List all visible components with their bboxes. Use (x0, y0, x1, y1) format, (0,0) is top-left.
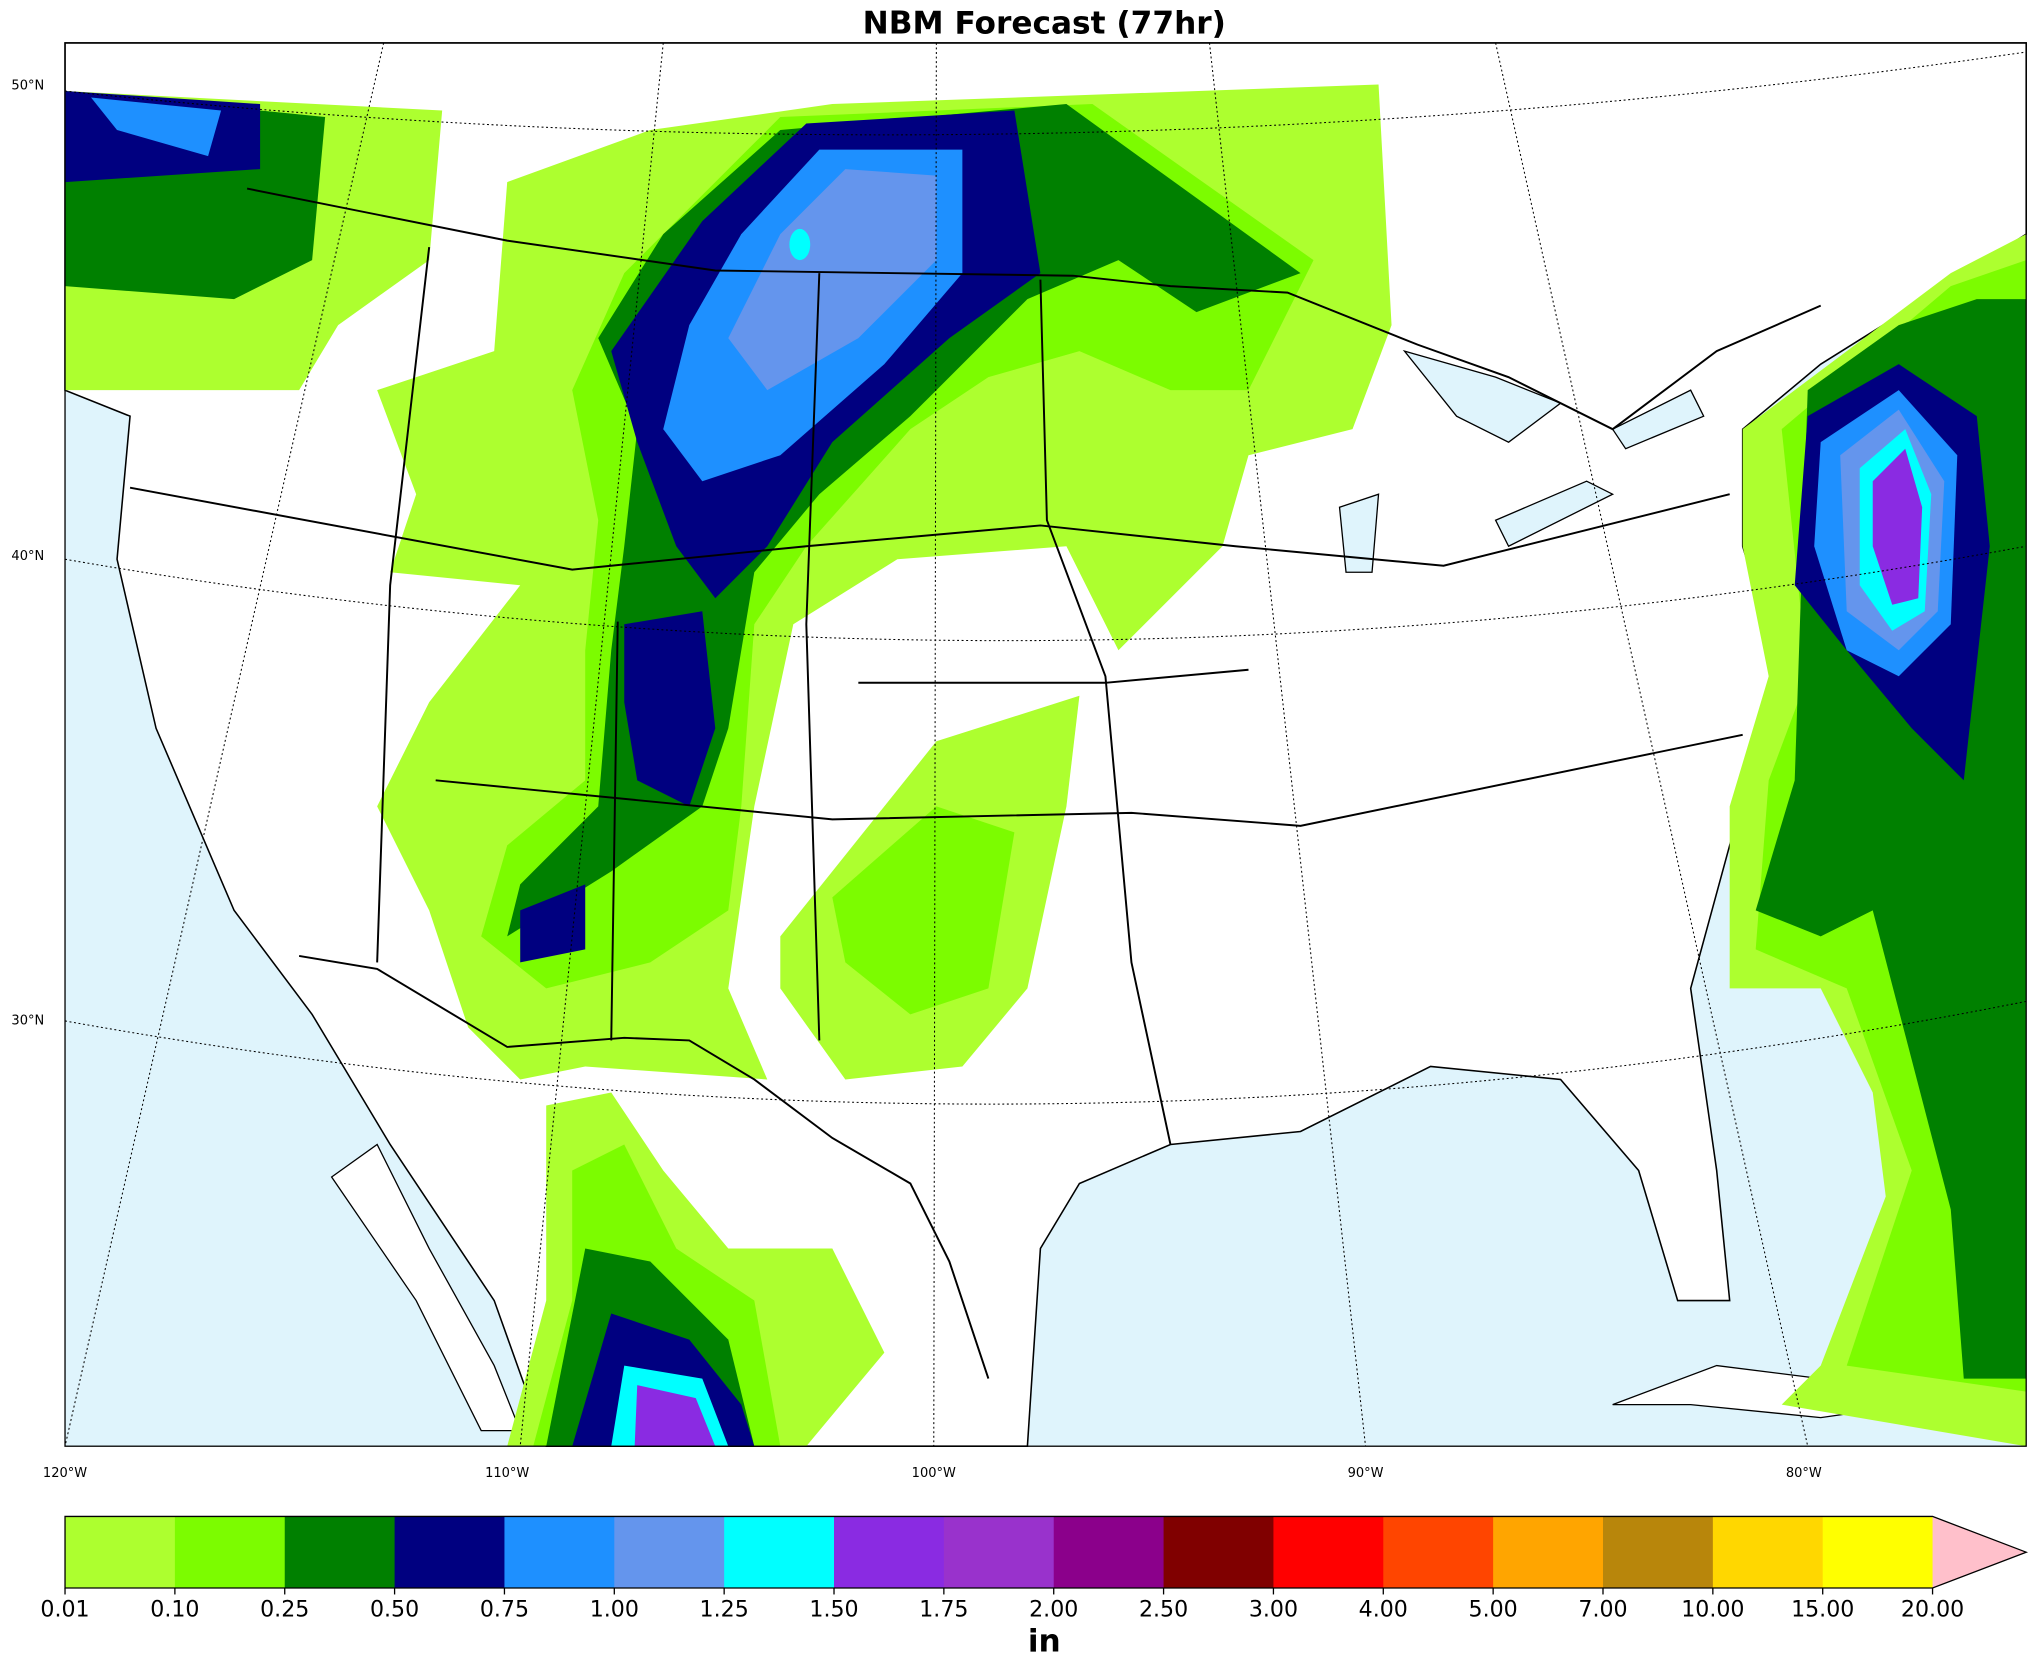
lon-label: 120°W (43, 1466, 87, 1481)
colorbar-swatch (65, 1516, 176, 1588)
colorbar-swatch (1493, 1516, 1604, 1588)
precipitation (65, 84, 2027, 1447)
colorbar-outline (64, 1515, 2029, 1589)
colorbar-tick-label: 1.75 (919, 1597, 968, 1623)
colorbar-tick-label: 0.75 (480, 1597, 529, 1623)
colorbar-tick-label: 5.00 (1469, 1597, 1518, 1623)
baja (330, 1143, 522, 1432)
colorbar-tick-label: 1.00 (590, 1597, 639, 1623)
title: NBM Forecast (77hr) (863, 6, 1226, 42)
colorbar-swatch (1163, 1516, 1275, 1588)
colorbar-tick-label: 15.00 (1791, 1597, 1854, 1623)
boundaries (129, 187, 1822, 1379)
colorbar-tick-label: 2.00 (1029, 1597, 1078, 1623)
colorbar-tick-label: 20.00 (1901, 1597, 1964, 1623)
colorbar-swatch (614, 1516, 725, 1588)
colorbar-swatch (1273, 1516, 1384, 1588)
colorbar-swatch (1602, 1516, 1714, 1588)
colorbar-swatch (1822, 1516, 1934, 1588)
lon-label: 90°W (1348, 1466, 1384, 1481)
colorbar-swatch (394, 1516, 506, 1588)
graticule (64, 42, 2027, 1447)
lakes (1338, 349, 1705, 573)
colorbar-swatch (284, 1516, 396, 1588)
map (64, 42, 2027, 1447)
colorbar-tick-label: 0.50 (370, 1597, 419, 1623)
colorbar-swatch (943, 1516, 1055, 1588)
colorbar-swatch (834, 1516, 945, 1588)
colorbar-swatch (1383, 1516, 1494, 1588)
colorbar-swatch (724, 1516, 835, 1588)
colorbar-swatch (504, 1516, 615, 1588)
lat-label: 50°N (11, 78, 44, 93)
colorbar-tick-label: 0.10 (150, 1597, 199, 1623)
colorbar-label: in (1028, 1624, 1061, 1660)
lat-label: 40°N (11, 549, 44, 564)
colorbar-tick-label: 0.01 (40, 1597, 89, 1623)
lon-label: 80°W (1786, 1466, 1822, 1481)
colorbar-tick-label: 1.25 (700, 1597, 749, 1623)
colorbar-tick-label: 2.50 (1139, 1597, 1188, 1623)
colorbar-tick-label: 4.00 (1359, 1597, 1408, 1623)
colorbar-swatch (1053, 1516, 1165, 1588)
colorbar-tick-label: 0.25 (260, 1597, 309, 1623)
colorbar-tick-label: 10.00 (1681, 1597, 1744, 1623)
colorbar-tick-label: 3.00 (1249, 1597, 1298, 1623)
colorbar: 0.01 0.10 0.25 0.50 0.75 1.00 1.25 1.50 1.75 2.00… (40, 1515, 2029, 1623)
colorbar-tick-label: 7.00 (1578, 1597, 1627, 1623)
colorbar-swatch (1712, 1516, 1824, 1588)
colorbar-extend (1932, 1516, 2027, 1588)
colorbar-tick-label: 1.50 (809, 1597, 858, 1623)
lon-label: 110°W (485, 1466, 529, 1481)
map-frame (64, 42, 2027, 1447)
colorbar-swatch (174, 1516, 286, 1588)
lat-label: 30°N (11, 1013, 44, 1028)
lon-label: 100°W (912, 1466, 956, 1481)
